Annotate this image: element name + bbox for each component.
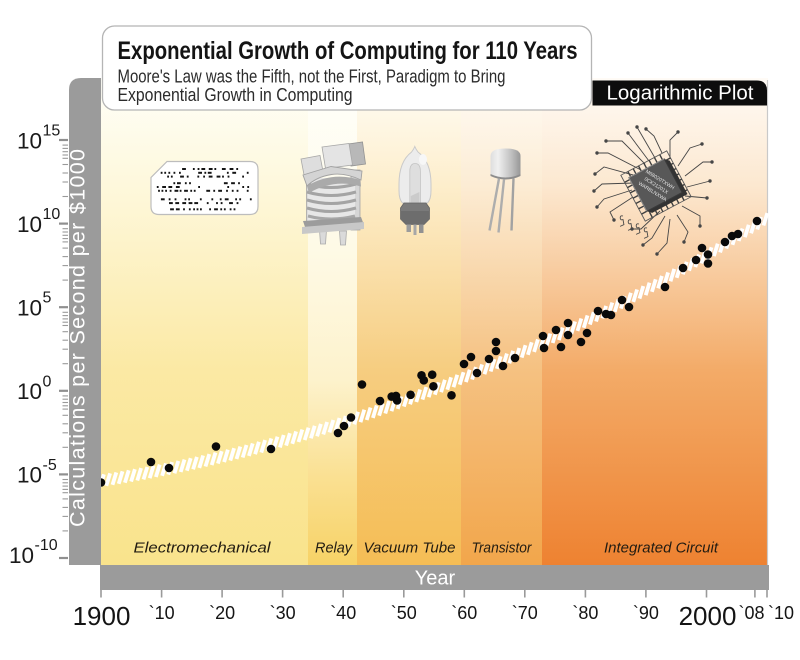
svg-text:`80: `80: [572, 603, 598, 623]
svg-text:`08: `08: [738, 603, 764, 623]
svg-text:`30: `30: [270, 603, 296, 623]
svg-text:`60: `60: [451, 603, 477, 623]
svg-text:0: 0: [43, 373, 52, 390]
svg-text:Logarithmic Plot: Logarithmic Plot: [607, 83, 754, 105]
svg-text:1900: 1900: [73, 601, 131, 631]
svg-text:-10: -10: [35, 537, 58, 554]
svg-text:10: 10: [43, 206, 61, 223]
svg-text:10: 10: [17, 212, 42, 237]
svg-text:10: 10: [17, 463, 42, 488]
svg-text:Exponential Growth in Computin: Exponential Growth in Computing: [118, 85, 353, 105]
svg-text:Integrated Circuit: Integrated Circuit: [604, 540, 719, 557]
svg-text:`70: `70: [512, 603, 538, 623]
svg-text:Year: Year: [415, 568, 456, 590]
svg-text:Vacuum Tube: Vacuum Tube: [364, 540, 456, 557]
svg-text:`20: `20: [209, 603, 235, 623]
svg-text:5: 5: [43, 290, 52, 307]
svg-text:Relay: Relay: [315, 540, 353, 557]
svg-text:10: 10: [17, 296, 42, 321]
svg-text:Moore's Law was the Fifth, not: Moore's Law was the Fifth, not the First…: [118, 67, 506, 87]
svg-text:10: 10: [9, 543, 34, 568]
svg-text:`10: `10: [768, 603, 794, 623]
svg-text:Transistor: Transistor: [472, 540, 533, 557]
svg-text:10: 10: [17, 128, 42, 153]
svg-text:10: 10: [17, 379, 42, 404]
svg-text:Electromechanical: Electromechanical: [134, 540, 272, 557]
svg-text:-5: -5: [43, 457, 57, 474]
svg-text:`10: `10: [149, 603, 175, 623]
svg-text:`50: `50: [391, 603, 417, 623]
svg-text:`40: `40: [330, 603, 356, 623]
svg-text:Calculations per Second per $1: Calculations per Second per $1000: [66, 149, 90, 527]
svg-text:15: 15: [43, 123, 61, 140]
svg-text:2000: 2000: [679, 601, 737, 631]
svg-text:Exponential Growth of Computin: Exponential Growth of Computing for 110 …: [118, 37, 578, 65]
svg-text:`90: `90: [633, 603, 659, 623]
